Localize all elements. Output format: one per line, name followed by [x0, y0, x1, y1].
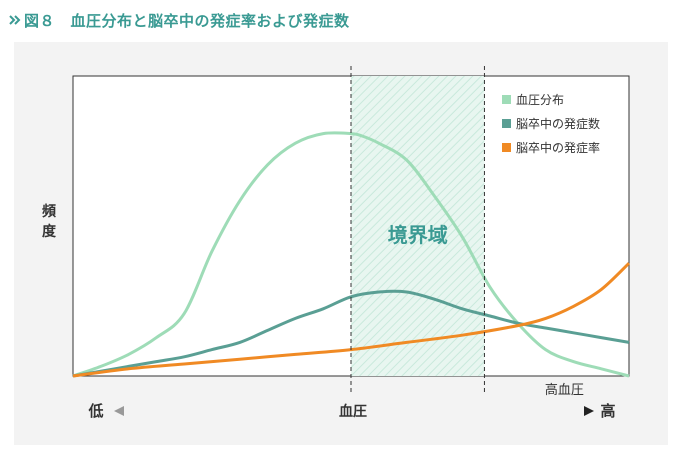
figure-title: 図８ 血圧分布と脳卒中の発症率および発症数 [24, 12, 350, 30]
borderline-band [351, 76, 485, 376]
legend-label-2: 脳卒中の発症数 [516, 116, 600, 131]
x-axis-high-label: 高 [600, 402, 615, 420]
legend-swatch-1 [502, 95, 511, 104]
band-label: 境界域 [388, 223, 448, 247]
legend-swatch-3 [502, 143, 511, 152]
series-line-3 [72, 262, 631, 378]
double-chevron-right-icon [9, 15, 21, 25]
legend-swatch-2 [502, 119, 511, 128]
x-axis-label: 血圧 [339, 403, 367, 420]
series-layer [72, 131, 631, 378]
legend-label-3: 脳卒中の発症率 [516, 140, 600, 155]
legend-label-1: 血圧分布 [516, 93, 564, 107]
series-line-2 [72, 289, 630, 378]
series-line-1 [72, 131, 630, 378]
x-axis-label-bg [336, 401, 370, 421]
x-axis-low-label: 低 [87, 402, 103, 420]
chart-panel: 境界域 血圧分布脳卒中の発症数 脳卒中の発症率 高血圧 血圧 低 高 [14, 42, 668, 445]
figure-header: 図８ 血圧分布と脳卒中の発症率および発症数 [0, 0, 682, 40]
hypertension-label: 高血圧 [545, 382, 584, 398]
y-axis-label: 頻度 [42, 204, 56, 240]
